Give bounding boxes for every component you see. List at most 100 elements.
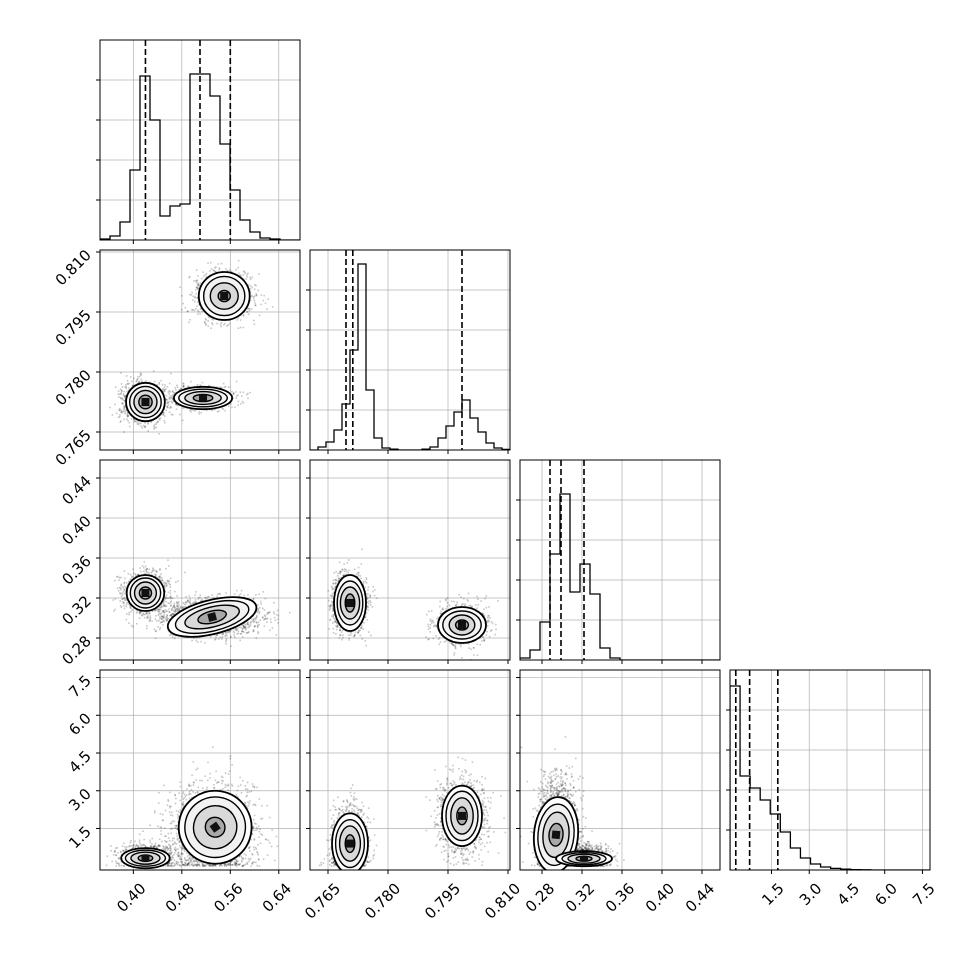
- sample-point: [192, 409, 194, 411]
- sample-point: [258, 273, 260, 275]
- sample-point: [171, 615, 173, 618]
- sample-point: [182, 602, 184, 604]
- sample-point: [172, 613, 175, 615]
- sample-point: [254, 304, 257, 307]
- sample-point: [123, 581, 126, 584]
- sample-point: [249, 299, 252, 302]
- sample-point: [135, 380, 137, 383]
- sample-point: [153, 428, 156, 430]
- sample-point: [247, 272, 249, 275]
- histogram-step: [100, 73, 300, 240]
- sample-point: [172, 396, 174, 398]
- sample-point: [175, 403, 177, 406]
- sample-point: [197, 275, 199, 277]
- sample-point: [201, 310, 203, 313]
- sample-point: [227, 405, 230, 408]
- sample-point: [247, 397, 249, 400]
- sample-point: [120, 606, 123, 609]
- sample-point: [162, 388, 164, 390]
- sample-point: [261, 616, 264, 619]
- sample-point: [243, 631, 245, 633]
- sample-point: [142, 424, 145, 427]
- sample-point: [241, 395, 243, 397]
- sample-point: [158, 610, 161, 613]
- sample-point: [181, 419, 184, 422]
- sample-point: [231, 390, 233, 393]
- sample-point: [114, 386, 117, 388]
- sample-point: [272, 601, 275, 604]
- sample-point: [158, 578, 160, 580]
- sample-point: [179, 609, 181, 612]
- sample-point: [250, 618, 253, 620]
- sample-point: [252, 621, 255, 624]
- sample-point: [247, 313, 250, 316]
- sample-point: [174, 387, 177, 389]
- sample-point: [184, 571, 186, 574]
- sample-point: [120, 391, 123, 394]
- sample-point: [124, 386, 126, 388]
- sample-point: [252, 630, 254, 633]
- sample-point: [156, 577, 159, 579]
- sample-point: [139, 610, 142, 613]
- sample-point: [150, 421, 153, 423]
- sample-point: [234, 628, 237, 631]
- sample-point: [166, 406, 169, 408]
- sample-point: [169, 589, 172, 592]
- sample-point: [253, 295, 256, 298]
- sample-point: [254, 617, 257, 619]
- sample-point: [169, 586, 172, 588]
- sample-point: [156, 421, 159, 423]
- sample-point: [162, 414, 165, 416]
- sample-point: [149, 615, 152, 617]
- sample-point: [139, 567, 141, 569]
- density-contour: [173, 385, 234, 411]
- sample-point: [199, 596, 202, 599]
- sample-point: [199, 594, 202, 597]
- sample-point: [196, 305, 198, 308]
- sample-point: [141, 380, 143, 383]
- sample-point: [216, 322, 218, 325]
- sample-point: [225, 268, 227, 270]
- sample-point: [216, 595, 219, 598]
- sample-point: [168, 398, 171, 401]
- sample-point: [133, 377, 135, 380]
- histogram-step: [310, 263, 510, 450]
- panel-frame: [519, 459, 721, 661]
- sample-point: [200, 307, 202, 309]
- sample-point: [156, 384, 159, 387]
- sample-point: [137, 573, 139, 576]
- sample-point: [117, 590, 120, 592]
- sample-point: [199, 282, 202, 285]
- sample-point: [157, 420, 159, 423]
- sample-point: [246, 275, 248, 278]
- panel-frame: [99, 39, 301, 241]
- sample-point: [170, 600, 172, 602]
- sample-point: [261, 607, 264, 610]
- sample-point: [182, 407, 184, 409]
- sample-point: [249, 290, 252, 293]
- sample-point: [227, 324, 229, 326]
- sample-point: [163, 390, 166, 393]
- sample-point: [255, 622, 258, 624]
- sample-point: [245, 393, 248, 396]
- sample-point: [190, 408, 192, 411]
- sample-point: [147, 571, 150, 574]
- sample-point: [118, 409, 120, 412]
- sample-point: [175, 403, 177, 405]
- sample-point: [162, 620, 164, 623]
- sample-point: [186, 600, 189, 602]
- sample-point: [125, 395, 127, 397]
- sample-point: [247, 308, 250, 310]
- sample-point: [180, 388, 183, 390]
- sample-point: [145, 612, 147, 615]
- sample-point: [197, 296, 199, 299]
- sample-point: [260, 602, 263, 605]
- sample-point: [248, 631, 250, 633]
- sample-point: [188, 293, 191, 296]
- sample-point: [133, 420, 136, 423]
- sample-point: [135, 609, 138, 611]
- sample-point: [239, 274, 241, 277]
- sample-point: [237, 404, 239, 407]
- sample-point: [232, 393, 235, 395]
- density-peak: [220, 292, 229, 300]
